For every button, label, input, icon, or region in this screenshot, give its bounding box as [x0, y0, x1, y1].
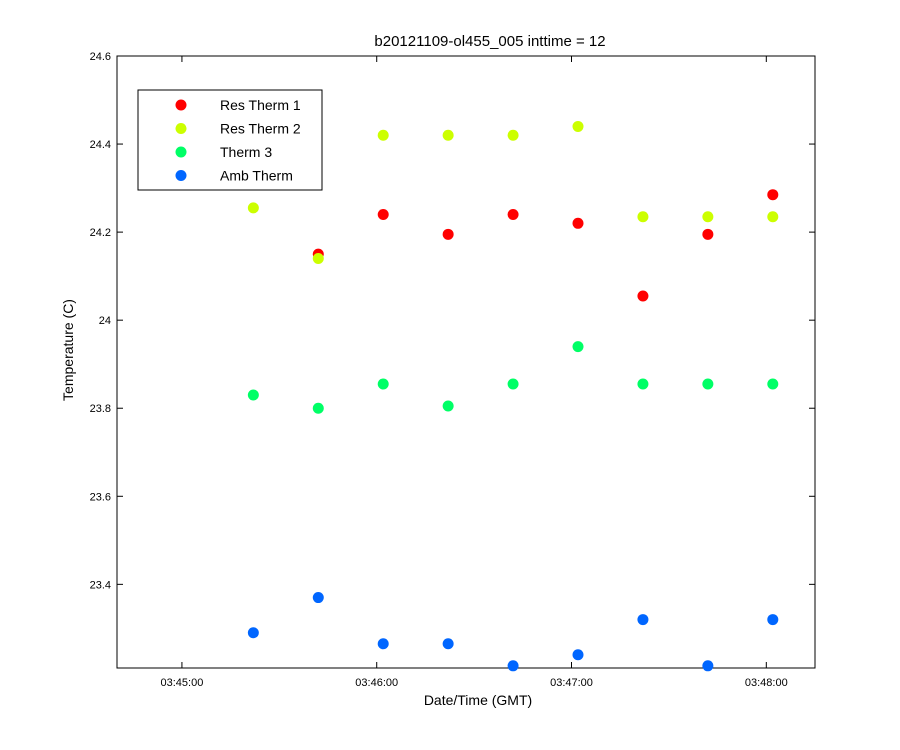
data-point: [702, 660, 714, 672]
y-axis: 23.4 23.6 23.8 24 24.2 24.4 24.6: [90, 51, 815, 591]
data-points: [247, 120, 779, 672]
data-point: [572, 120, 584, 132]
y-axis-label: Temperature (C): [60, 299, 76, 401]
y-tick-label: 23.8: [90, 403, 111, 415]
legend-marker: [175, 146, 187, 158]
data-point: [442, 638, 454, 650]
data-point: [247, 389, 259, 401]
chart-title: b20121109-ol455_005 inttime = 12: [374, 33, 605, 50]
y-tick-label: 23.4: [90, 579, 111, 591]
data-point: [312, 402, 324, 414]
data-point: [767, 614, 779, 626]
x-tick-label: 03:48:00: [745, 677, 788, 689]
series-therm-3: [247, 341, 779, 414]
y-tick-label: 24.6: [90, 51, 111, 63]
data-point: [312, 592, 324, 604]
x-tick-label: 03:47:00: [550, 677, 593, 689]
data-point: [377, 638, 389, 650]
y-tick-label: 24: [99, 315, 111, 327]
data-point: [637, 378, 649, 390]
data-point: [767, 211, 779, 223]
legend-marker: [175, 170, 187, 181]
data-point: [637, 614, 649, 626]
legend-box: [137, 89, 323, 191]
legend-label: Therm 3: [220, 144, 272, 160]
data-point: [637, 290, 649, 302]
data-point: [637, 211, 649, 223]
y-tick-label: 24.2: [90, 227, 111, 239]
data-point: [377, 209, 389, 221]
series-res-therm-2: [247, 120, 779, 265]
x-tick-label: 03:45:00: [161, 677, 204, 689]
y-tick-label: 24.4: [90, 139, 111, 151]
data-point: [442, 228, 454, 240]
data-point: [702, 228, 714, 240]
x-axis-label: Date/Time (GMT): [424, 692, 532, 708]
data-point: [442, 400, 454, 412]
legend-label: Res Therm 1: [220, 97, 301, 113]
data-point: [767, 378, 779, 390]
legend: Res Therm 1 Res Therm 2 Therm 3 Amb Therm: [137, 89, 323, 191]
data-point: [377, 378, 389, 390]
data-point: [377, 129, 389, 141]
data-point: [507, 209, 519, 221]
legend-marker: [175, 123, 187, 134]
data-point: [247, 202, 259, 214]
data-point: [507, 660, 519, 672]
legend-marker: [175, 99, 187, 111]
data-point: [702, 211, 714, 223]
data-point: [572, 217, 584, 229]
data-point: [247, 627, 259, 639]
data-point: [507, 129, 519, 141]
series-amb-therm: [247, 592, 779, 672]
data-point: [702, 378, 714, 390]
data-point: [572, 649, 584, 661]
data-point: [312, 253, 324, 265]
x-axis: 03:45:00 03:46:00 03:47:00 03:48:00: [161, 56, 788, 689]
y-tick-label: 23.6: [90, 491, 111, 503]
data-point: [767, 189, 779, 201]
data-point: [572, 341, 584, 353]
legend-label: Res Therm 2: [220, 121, 301, 137]
legend-label: Amb Therm: [220, 168, 293, 184]
x-tick-label: 03:46:00: [355, 677, 398, 689]
data-point: [507, 378, 519, 390]
data-point: [442, 129, 454, 141]
